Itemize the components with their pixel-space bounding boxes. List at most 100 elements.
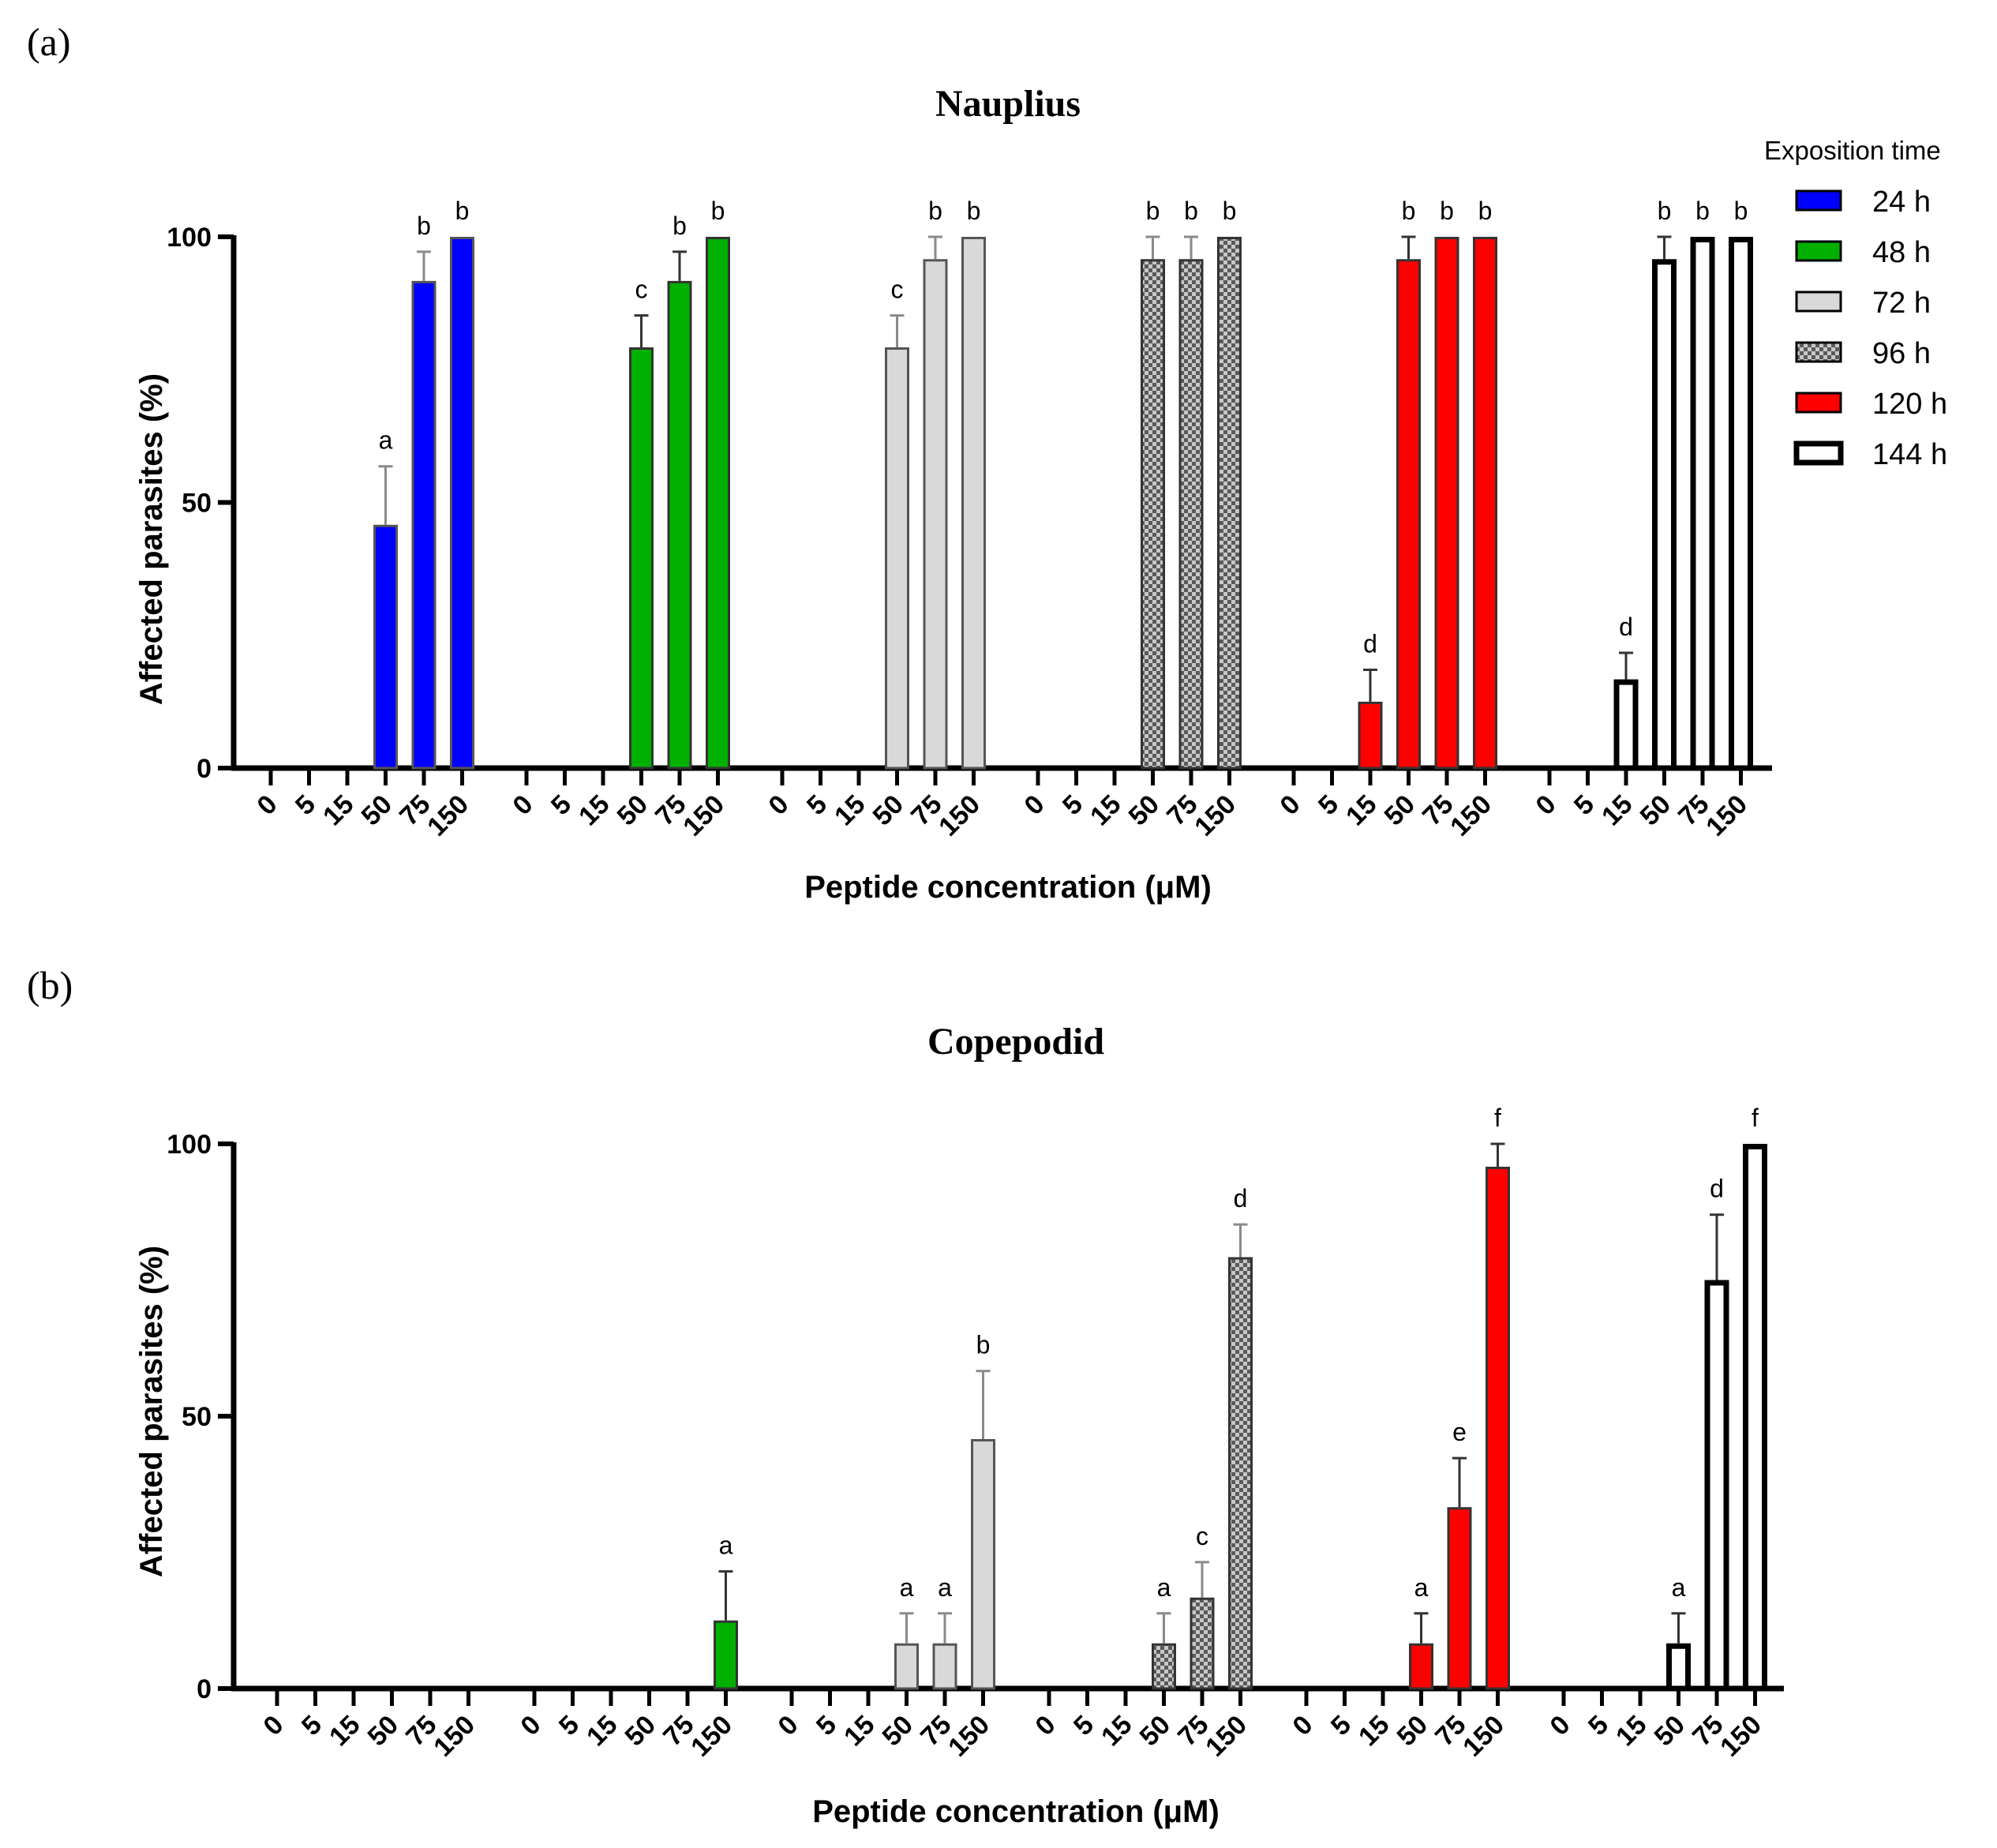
x-tick-label: 150 [1457,1710,1510,1763]
significance-letter: b [673,212,687,240]
x-tick-label: 150 [942,1710,995,1763]
x-tick-label: 5 [545,789,577,821]
legend-label: 48 h [1872,236,1931,269]
legend-swatch [1795,291,1842,313]
significance-letter: b [1658,197,1672,225]
significance-letter: b [976,1331,991,1359]
legend-swatch [1795,189,1842,212]
panel-a-y-axis-label: Affected parasites (%) [134,373,169,705]
legend-swatch [1795,392,1842,414]
bar-96h-50 [1152,1643,1176,1690]
legend-label: 24 h [1872,186,1931,219]
x-tick-label: 150 [1700,789,1753,842]
legend-swatch [1795,341,1842,363]
significance-letter: b [455,197,470,225]
legend-item-72h: 72 h [1795,287,1931,320]
x-tick-label: 50 [1392,1710,1434,1752]
x-tick-label: 0 [515,1710,546,1741]
x-tick-label: 0 [257,1710,289,1741]
x-tick-label: 50 [362,1710,405,1752]
x-tick-label: 50 [356,789,399,832]
significance-letter: b [1478,197,1493,225]
x-tick-label: 5 [553,1710,585,1741]
panel-a-title: Nauplius [935,83,1081,125]
significance-letter: b [711,197,725,225]
significance-letter: b [1734,197,1748,225]
significance-letter: c [635,276,648,304]
x-tick-label: 15 [1096,1710,1138,1752]
x-tick-label: 15 [1610,1710,1653,1752]
legend: Exposition time 24 h 48 h 72 h 96 h 120 h 144… [1764,136,1947,471]
x-tick-label: 5 [1583,1710,1614,1741]
x-tick-label: 5 [801,789,833,821]
significance-letter: b [1440,197,1454,225]
x-tick-label: 50 [1635,789,1677,832]
significance-letter: a [1414,1573,1429,1602]
legend-swatch [1795,240,1842,262]
bar-144h-50 [1666,1643,1691,1692]
significance-letter: c [1196,1522,1208,1550]
x-tick-label: 150 [1714,1710,1767,1763]
bar-72h-50 [885,347,909,770]
bar-72h-50 [894,1643,919,1690]
x-tick-label: 5 [1068,1710,1100,1741]
x-tick-label: 0 [1018,789,1050,821]
bar-144h-15 [1613,679,1639,771]
bar-120h-150 [1473,237,1497,770]
significance-letter: a [938,1573,952,1602]
x-tick-label: 50 [1379,789,1422,832]
panel-a-label: (a) [27,20,71,64]
x-tick-label: 5 [1568,789,1600,821]
significance-letter: d [1710,1175,1724,1203]
significance-letter: a [1157,1573,1171,1602]
legend-label: 120 h [1872,388,1947,421]
bar-144h-150 [1743,1144,1767,1692]
significance-letter: b [1695,197,1710,225]
significance-letter: d [1363,629,1377,658]
bar-144h-50 [1652,259,1677,771]
y-tick-label: 50 [182,489,212,519]
legend-label: 72 h [1872,287,1931,320]
bar-72h-75 [932,1643,957,1690]
bar-48h-75 [667,280,692,770]
panel-b-title: Copepodid [927,1021,1104,1063]
x-tick-label: 150 [933,789,986,842]
bar-48h-150 [706,237,730,770]
x-tick-label: 0 [1029,1710,1061,1741]
legend-label: 144 h [1872,438,1947,471]
significance-letter: f [1752,1104,1759,1132]
significance-letter: e [1452,1418,1467,1446]
y-tick-label: 100 [167,223,212,253]
bar-96h-75 [1190,1597,1215,1690]
significance-letter: b [1146,197,1160,225]
panel-b-y-axis-label: Affected parasites (%) [134,1246,169,1577]
significance-letter: b [1184,197,1198,225]
bar-24h-50 [373,524,398,770]
y-tick-label: 0 [197,1674,212,1704]
significance-letter: b [1223,197,1237,225]
x-tick-label: 5 [1313,789,1344,821]
x-tick-label: 15 [573,789,616,832]
bar-48h-150 [714,1620,738,1690]
x-tick-label: 0 [1530,789,1561,821]
bar-24h-150 [450,237,474,770]
bar-72h-75 [923,259,948,770]
x-tick-label: 50 [1134,1710,1177,1752]
legend-label: 96 h [1872,337,1931,370]
bar-144h-75 [1690,237,1715,771]
x-tick-label: 15 [838,1710,881,1752]
significance-letter: f [1494,1104,1501,1132]
x-tick-label: 150 [1200,1710,1253,1763]
panel-b-label: (b) [27,963,73,1007]
x-tick-label: 15 [1353,1710,1396,1752]
x-tick-label: 150 [428,1710,481,1763]
legend-item-96h: 96 h [1795,337,1931,370]
